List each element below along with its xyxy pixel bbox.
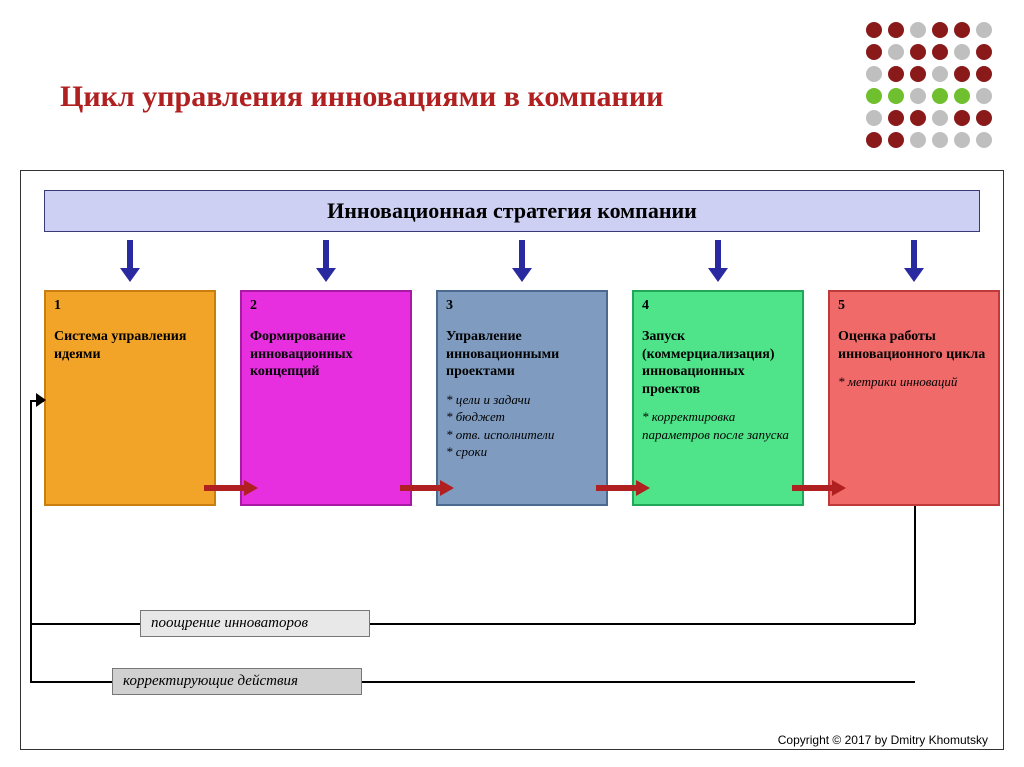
stage-number: 1 [54,298,206,314]
stage-box-2: 2 Формирование инновационных концепций [240,290,412,506]
decorative-dot [866,22,882,38]
stage-label: Формирование инновационных концепций [250,328,402,381]
strategy-label: Инновационная стратегия компании [327,198,697,224]
decorative-dot [888,88,904,104]
decorative-dot-grid [866,22,996,152]
decorative-dot [932,22,948,38]
feedback-arrowhead [36,393,54,407]
feedback-line [30,400,32,683]
right-arrow-icon [596,480,652,496]
stage-box-1: 1 Система управления идеями [44,290,216,506]
down-arrow-icon [512,240,532,284]
decorative-dot [910,110,926,126]
right-arrow-icon [400,480,456,496]
decorative-dot [932,132,948,148]
decorative-dot [954,110,970,126]
decorative-dot [910,88,926,104]
decorative-dot [910,66,926,82]
decorative-dot [976,88,992,104]
stage-bullets: * цели и задачи* бюджет* отв. исполнител… [446,391,598,461]
strategy-banner: Инновационная стратегия компании [44,190,980,232]
feedback-box-2: корректирующие действия [112,668,362,695]
slide-title: Цикл управления инновациями в компании [60,80,663,114]
decorative-dot [976,132,992,148]
down-arrow-icon [904,240,924,284]
copyright-text: Copyright © 2017 by Dmitry Khomutsky [778,733,988,747]
stage-number: 2 [250,298,402,314]
decorative-dot [954,44,970,60]
feedback-line [362,681,915,683]
decorative-dot [888,110,904,126]
decorative-dot [976,66,992,82]
stage-bullets: * корректировка параметров после запуска [642,408,794,443]
decorative-dot [932,44,948,60]
right-arrow-icon [204,480,260,496]
decorative-dot [954,88,970,104]
decorative-dot [910,44,926,60]
stage-label: Оценка работы инновационного цикла [838,328,990,363]
decorative-dot [888,44,904,60]
stage-label: Система управления идеями [54,328,206,363]
down-arrow-icon [316,240,336,284]
feedback-line [370,623,915,625]
decorative-dot [976,44,992,60]
stage-box-3: 3 Управление инновационными проектами * це… [436,290,608,506]
decorative-dot [932,88,948,104]
stage-bullets: * метрики инноваций [838,373,990,391]
decorative-dot [866,44,882,60]
decorative-dot [976,110,992,126]
decorative-dot [866,110,882,126]
feedback-line [914,506,916,624]
stage-number: 3 [446,298,598,314]
feedback-box-1: поощрение инноваторов [140,610,370,637]
decorative-dot [910,22,926,38]
decorative-dot [888,66,904,82]
decorative-dot [888,132,904,148]
decorative-dot [910,132,926,148]
decorative-dot [932,66,948,82]
feedback-line [30,681,112,683]
decorative-dot [888,22,904,38]
decorative-dot [866,132,882,148]
down-arrow-icon [708,240,728,284]
decorative-dot [932,110,948,126]
right-arrow-icon [792,480,848,496]
decorative-dot [954,22,970,38]
down-arrow-icon [120,240,140,284]
decorative-dot [954,66,970,82]
stage-number: 5 [838,298,990,314]
stage-box-5: 5 Оценка работы инновационного цикла * ме… [828,290,1000,506]
decorative-dot [866,66,882,82]
feedback-line [30,623,140,625]
stage-number: 4 [642,298,794,314]
stage-label: Запуск (коммерциализация) инновационных … [642,328,794,398]
decorative-dot [954,132,970,148]
decorative-dot [976,22,992,38]
stage-label: Управление инновационными проектами [446,328,598,381]
stage-box-4: 4 Запуск (коммерциализация) инновационных… [632,290,804,506]
decorative-dot [866,88,882,104]
